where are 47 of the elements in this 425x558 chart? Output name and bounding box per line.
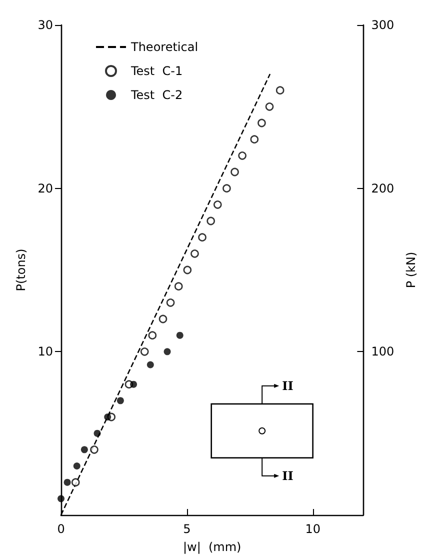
x-tick-label: 10 — [305, 522, 320, 536]
point — [140, 348, 149, 356]
annotation: II — [282, 468, 294, 483]
point — [183, 266, 192, 274]
y-tick-label: 30 — [38, 18, 53, 32]
y2-tick-label: 200 — [371, 181, 394, 196]
point — [158, 314, 168, 324]
point — [64, 478, 71, 486]
y2-tick-label: 100 — [371, 344, 394, 359]
point — [90, 446, 98, 454]
point — [190, 250, 199, 258]
point — [213, 200, 222, 209]
point — [166, 298, 175, 307]
y-axis-title: P(tons) — [14, 248, 28, 292]
point — [176, 332, 184, 339]
point — [73, 462, 80, 470]
annotation: II — [282, 378, 294, 393]
point — [276, 86, 284, 94]
point — [116, 397, 124, 404]
point — [238, 152, 246, 160]
point — [94, 430, 101, 437]
legend-label: Theoretical — [130, 40, 198, 54]
point — [265, 102, 274, 111]
point — [198, 233, 206, 242]
point — [80, 446, 88, 454]
point — [148, 331, 157, 340]
y-tick-label: 20 — [38, 181, 53, 196]
point — [104, 414, 112, 420]
point — [130, 380, 138, 388]
x-tick-label: 5 — [183, 522, 191, 536]
point — [258, 118, 266, 128]
point — [71, 478, 80, 486]
legend-label: Test C-1 — [130, 64, 183, 78]
point — [146, 361, 154, 368]
x-axis-title: |w| (mm) — [182, 540, 242, 554]
point — [222, 184, 231, 192]
point — [206, 216, 215, 226]
point — [58, 495, 64, 502]
point — [230, 168, 239, 176]
x-tick-label: 0 — [57, 522, 65, 536]
point — [174, 282, 183, 290]
point — [164, 348, 171, 356]
y2-tick-label: 300 — [371, 18, 394, 32]
y-tick-label: 10 — [38, 344, 53, 359]
legend-label: Test C-2 — [130, 88, 183, 102]
y2-axis-title: P (kN) — [404, 252, 418, 288]
point — [250, 135, 259, 144]
